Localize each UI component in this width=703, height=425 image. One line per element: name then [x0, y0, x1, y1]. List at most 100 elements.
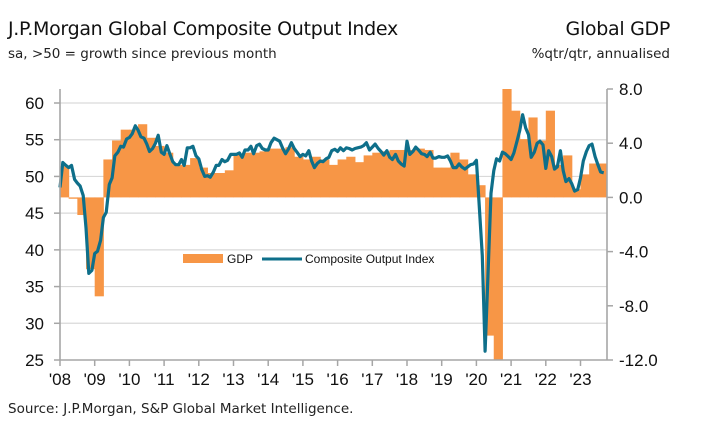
gdp-bar — [502, 89, 512, 198]
gdp-bar — [389, 149, 399, 198]
right-axis-title: Global GDP — [565, 18, 671, 40]
gdp-bar — [311, 156, 321, 198]
gdp-bar — [242, 152, 252, 198]
gdp-bar — [511, 110, 521, 198]
gdp-bar — [415, 148, 425, 198]
composite-output-line — [58, 113, 605, 353]
gdp-bar — [207, 173, 217, 198]
gdp-bar — [433, 167, 443, 198]
gdp-bar — [537, 140, 547, 198]
gdp-bar — [60, 166, 70, 198]
right-tick-label: 8.0 — [619, 80, 643, 99]
x-tick-label: '12 — [188, 370, 210, 389]
left-tick-label: 25 — [25, 351, 44, 370]
right-tick-label: -12.0 — [619, 351, 658, 370]
right-tick-label: 0.0 — [619, 188, 643, 207]
gdp-bar — [571, 189, 581, 198]
chart-title: J.P.Morgan Global Composite Output Index — [8, 18, 398, 40]
axes: 25 30 35 40 45 50 55 60 -12.0 -8.0 -4.0 0.0 4.0 8.0 '0… — [25, 80, 658, 389]
gdp-bar — [146, 137, 156, 198]
left-tick-label: 30 — [25, 314, 44, 333]
gdp-bar — [233, 154, 243, 198]
gdp-bar — [294, 156, 304, 198]
gdp-bar — [337, 159, 347, 198]
gdp-bar — [580, 174, 590, 198]
gdp-bar — [120, 129, 130, 198]
gdp-bar — [519, 139, 529, 198]
gdp-bar — [129, 129, 139, 198]
gdp-bar — [112, 140, 122, 198]
gdp-bar — [424, 149, 434, 198]
gdp-bar — [103, 159, 113, 198]
gdp-bar — [407, 149, 417, 198]
x-tick-label: '11 — [154, 370, 175, 389]
source-note: Source: J.P.Morgan, S&P Global Market In… — [8, 401, 354, 417]
gdp-bar — [380, 151, 391, 198]
right-tick-label: -8.0 — [619, 297, 648, 316]
x-tick-label: '14 — [257, 370, 279, 389]
x-tick-label: '19 — [431, 370, 453, 389]
gdp-bar — [563, 155, 573, 198]
right-tick-label: 4.0 — [619, 134, 643, 153]
legend: GDP Composite Output Index — [183, 252, 434, 266]
gdp-bar — [190, 158, 200, 198]
gdp-bar — [164, 152, 174, 198]
x-tick-label: '23 — [569, 370, 591, 389]
gdp-bar — [320, 159, 330, 198]
composite-line — [58, 113, 605, 353]
gdp-bar — [476, 185, 486, 198]
gdp-bar — [554, 164, 564, 198]
gdp-bar — [459, 159, 469, 198]
gdp-bar — [302, 159, 313, 198]
gdp-bar — [68, 197, 78, 199]
legend-pmi-label: Composite Output Index — [305, 252, 434, 266]
gdp-bar — [328, 164, 339, 198]
left-tick-label: 45 — [25, 204, 44, 223]
legend-gdp-swatch — [183, 254, 223, 263]
gdp-bar — [589, 163, 599, 198]
gdp-bar — [250, 152, 261, 198]
left-tick-label: 60 — [25, 94, 44, 113]
gdp-bar — [450, 152, 460, 198]
gdp-bar — [285, 147, 295, 198]
gdp-bar — [216, 173, 226, 198]
left-axis-subtitle: sa, >50 = growth since previous month — [8, 46, 277, 62]
x-tick-label: '08 — [49, 370, 71, 389]
gdp-bar — [224, 170, 234, 198]
x-tick-label: '17 — [361, 370, 383, 389]
gdp-bar — [259, 151, 269, 198]
gdp-bar — [346, 156, 356, 198]
gdp-bar — [467, 174, 477, 198]
x-tick-label: '13 — [222, 370, 244, 389]
right-tick-label: -4.0 — [619, 243, 648, 262]
x-tick-label: '10 — [118, 370, 140, 389]
gdp-bar — [138, 124, 148, 198]
gdp-bar — [597, 163, 608, 198]
right-axis-subtitle: %qtr/qtr, annualised — [531, 46, 670, 62]
left-tick-label: 40 — [25, 241, 44, 260]
gdp-bar — [493, 197, 503, 360]
x-tick-label: '09 — [84, 370, 106, 389]
gdp-bar — [363, 155, 373, 198]
x-tick-label: '15 — [292, 370, 314, 389]
x-tick-label: '22 — [535, 370, 557, 389]
gdp-bar — [372, 152, 382, 198]
x-tick-label: '16 — [327, 370, 349, 389]
gdp-bar — [77, 197, 87, 216]
gdp-bar — [172, 164, 182, 198]
gdp-bar — [155, 145, 165, 198]
x-tick-label: '18 — [396, 370, 418, 389]
gdp-bar — [276, 148, 287, 198]
gdp-bar — [441, 167, 451, 198]
left-tick-label: 35 — [25, 278, 44, 297]
gdp-bar — [398, 149, 408, 198]
gdp-bar — [86, 197, 96, 270]
left-tick-label: 50 — [25, 167, 44, 186]
gdp-bar — [181, 164, 191, 198]
gdp-bar — [268, 148, 278, 198]
left-tick-label: 55 — [25, 131, 44, 150]
gdp-bar — [528, 117, 538, 198]
legend-gdp-label: GDP — [227, 252, 253, 266]
gdp-bar — [354, 162, 365, 198]
